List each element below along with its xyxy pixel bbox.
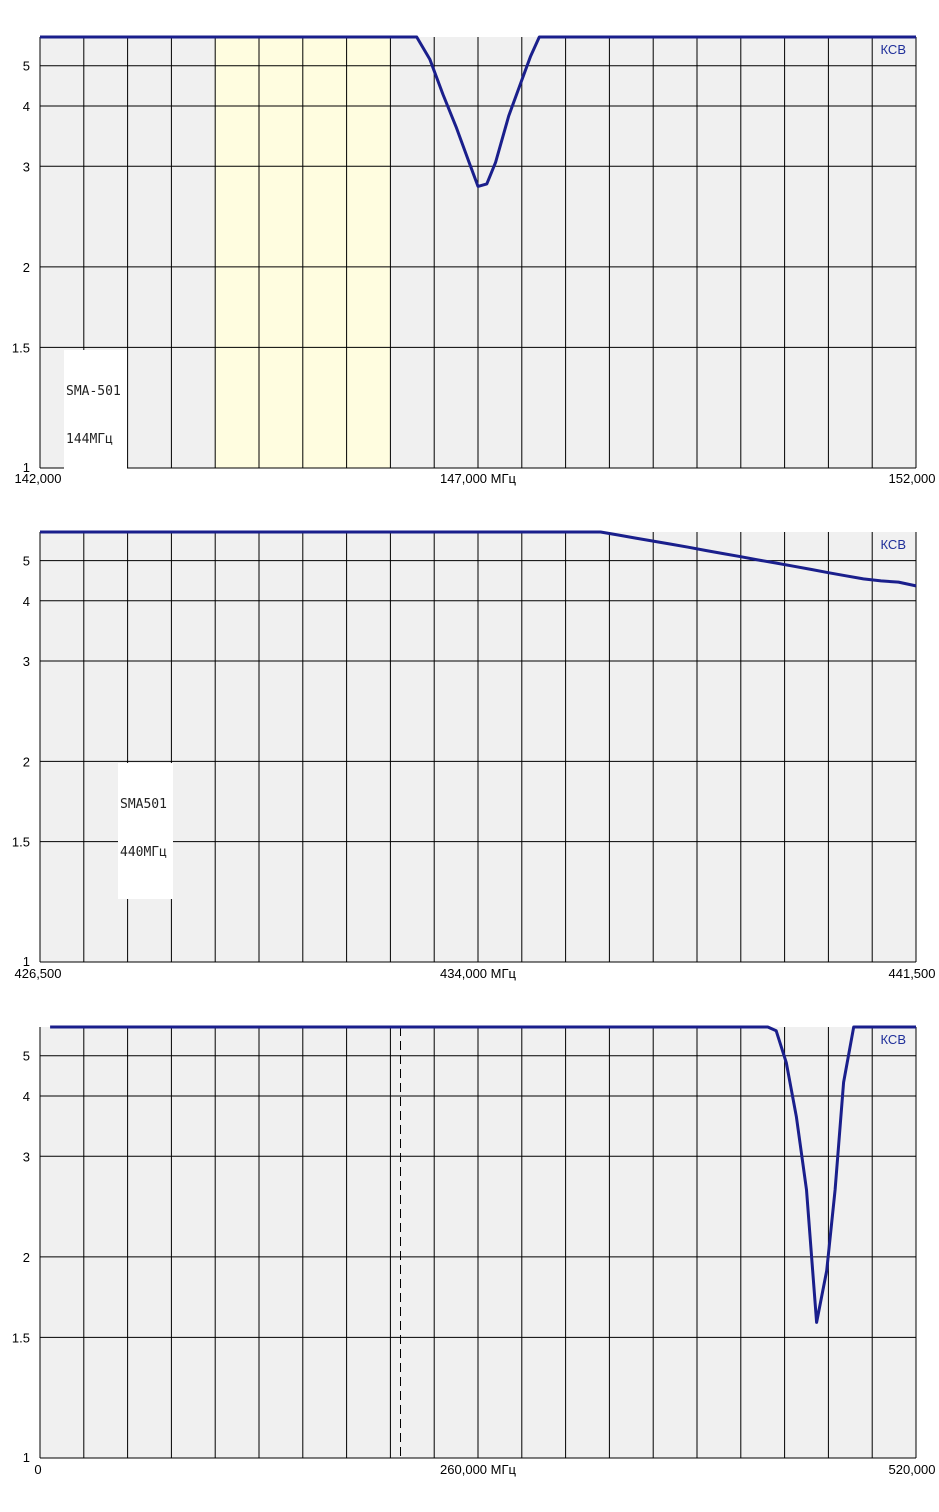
legend-label: КСВ [881, 1032, 907, 1047]
annotation-line-1: SMA501 [120, 797, 167, 812]
y-tick-label: 2 [23, 754, 30, 769]
y-tick-label: 3 [23, 654, 30, 669]
x-tick-label-left: 0 [34, 1462, 41, 1477]
chart-annotation: SMA-501 144МГц [64, 350, 127, 486]
chart-svg: 5 4 3 2 1.5 1 КСВ 426,500 434,000 МГц 441,500 [12, 530, 936, 981]
annotation-line-2: 440МГц [120, 845, 167, 860]
chart-svg: 5 4 3 2 1.5 1 КСВ 142,000 147,000 МГц 152,000 [12, 35, 936, 486]
x-tick-label-right: 152,000 [889, 471, 936, 486]
legend-label: КСВ [881, 42, 907, 57]
y-tick-label: 3 [23, 1149, 30, 1164]
vswr-series-line [40, 530, 917, 588]
y-tick-label: 3 [23, 159, 30, 174]
x-tick-label-center: 434,000 МГц [440, 966, 516, 981]
y-tick-label: 4 [23, 99, 30, 114]
annotation-line-2: 144МГц [66, 432, 113, 447]
vswr-series-line [40, 35, 916, 188]
vswr-chart-wideband: 5 4 3 2 1.5 1 КСВ 0 260,000 МГц 520,000 [0, 990, 939, 1512]
y-tick-label: 1 [23, 954, 30, 969]
chart-annotation: SMA501 440МГц [118, 763, 173, 899]
y-tick-label: 1.5 [12, 1330, 30, 1345]
y-tick-label: 1 [23, 1450, 30, 1465]
x-tick-label-left: 142,000 [15, 471, 62, 486]
x-tick-label-left: 426,500 [15, 966, 62, 981]
x-tick-label-center: 260,000 МГц [440, 1462, 516, 1477]
y-tick-label: 1.5 [12, 340, 30, 355]
y-tick-label: 2 [23, 1250, 30, 1265]
y-tick-label: 5 [23, 59, 30, 74]
x-tick-label-right: 520,000 [889, 1462, 936, 1477]
legend-label: КСВ [881, 537, 907, 552]
y-tick-label: 1 [23, 460, 30, 475]
vswr-chart-144: 5 4 3 2 1.5 1 КСВ 142,000 147,000 МГц 152,000 SMA… [0, 0, 939, 495]
vswr-series-line [50, 1025, 916, 1324]
y-tick-label: 5 [23, 1049, 30, 1064]
y-tick-label: 5 [23, 554, 30, 569]
x-tick-label-right: 441,500 [889, 966, 936, 981]
y-tick-label: 1.5 [12, 835, 30, 850]
y-tick-label: 4 [23, 1089, 30, 1104]
y-tick-label: 2 [23, 260, 30, 275]
vswr-chart-440: 5 4 3 2 1.5 1 КСВ 426,500 434,000 МГц 441,500 SMA… [0, 495, 939, 990]
y-tick-label: 4 [23, 594, 30, 609]
x-tick-label-center: 147,000 МГц [440, 471, 516, 486]
annotation-line-1: SMA-501 [66, 384, 121, 399]
chart-svg: 5 4 3 2 1.5 1 КСВ 0 260,000 МГц 520,000 [12, 1025, 936, 1477]
